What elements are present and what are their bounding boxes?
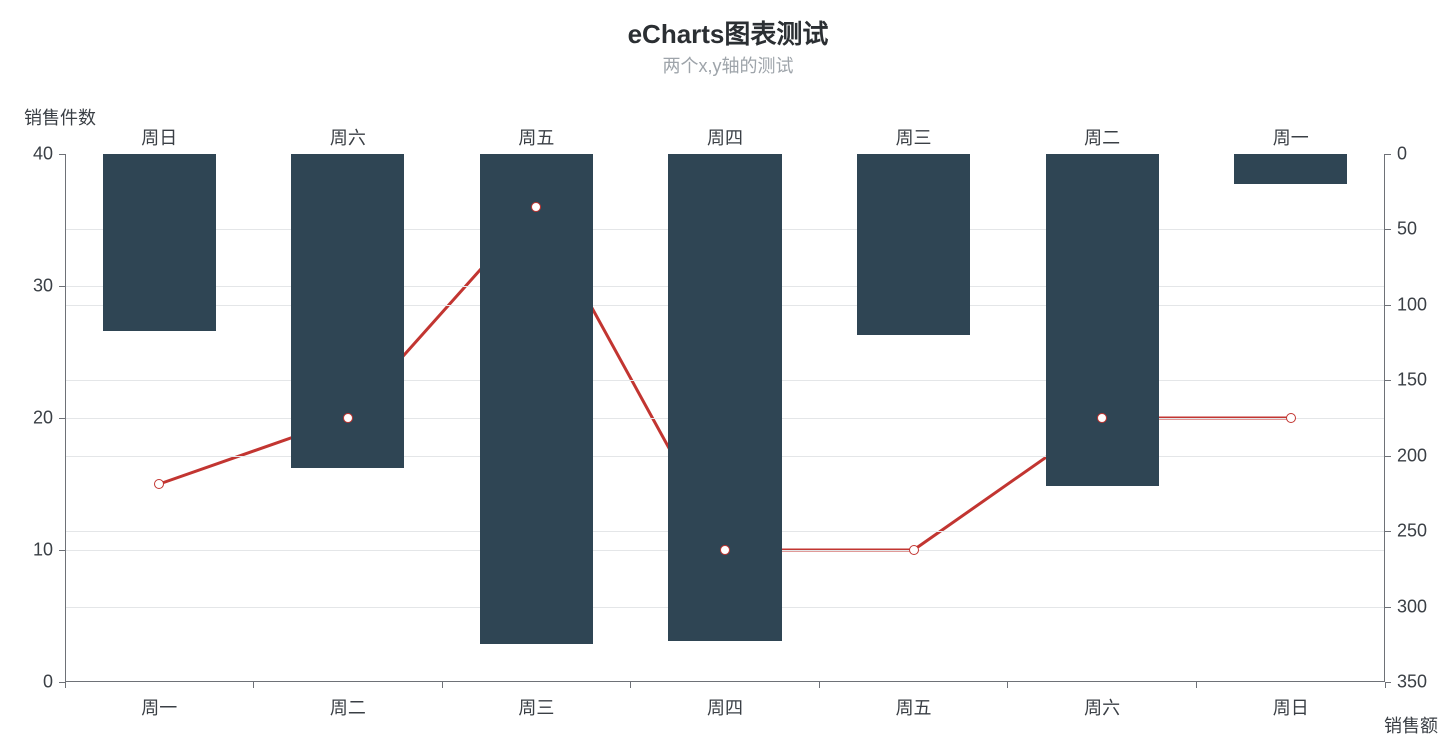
line-marker[interactable] <box>720 545 730 555</box>
bar[interactable] <box>1234 154 1347 184</box>
y-right-tick-label: 300 <box>1385 596 1427 617</box>
x-bottom-tick-label: 周三 <box>518 682 554 720</box>
line-marker[interactable] <box>1097 413 1107 423</box>
tick-mark <box>1385 380 1391 381</box>
x-top-tick-label: 周三 <box>896 124 932 154</box>
line-marker[interactable] <box>154 479 164 489</box>
y-axis-right-name: 销售额 <box>1384 712 1438 738</box>
tick-mark <box>59 286 65 287</box>
x-top-tick-label: 周日 <box>141 124 177 154</box>
tick-mark <box>1385 456 1391 457</box>
line-marker[interactable] <box>531 202 541 212</box>
bar[interactable] <box>1046 154 1159 486</box>
chart-subtitle: 两个x,y轴的测试 <box>0 52 1456 78</box>
x-bottom-tick-label: 周日 <box>1273 682 1309 720</box>
tick-mark <box>819 682 820 688</box>
chart-title: eCharts图表测试 <box>0 14 1456 51</box>
tick-mark <box>59 154 65 155</box>
tick-mark <box>1385 607 1391 608</box>
x-top-tick-label: 周二 <box>1084 124 1120 154</box>
tick-mark <box>253 682 254 688</box>
tick-mark <box>1196 682 1197 688</box>
y-right-tick-label: 150 <box>1385 370 1427 391</box>
bar[interactable] <box>103 154 216 331</box>
x-bottom-tick-label: 周五 <box>896 682 932 720</box>
bar[interactable] <box>480 154 593 644</box>
tick-mark <box>59 418 65 419</box>
x-top-tick-label: 周一 <box>1273 124 1309 154</box>
axis-line <box>65 154 66 682</box>
line-marker[interactable] <box>909 545 919 555</box>
tick-mark <box>1007 682 1008 688</box>
tick-mark <box>442 682 443 688</box>
line-marker[interactable] <box>343 413 353 423</box>
y-right-tick-label: 100 <box>1385 294 1427 315</box>
tick-mark <box>1385 305 1391 306</box>
tick-mark <box>1385 682 1391 683</box>
tick-mark <box>59 550 65 551</box>
chart-root: eCharts图表测试 两个x,y轴的测试 销售件数 销售额 010203040… <box>0 0 1456 746</box>
y-axis-left-name: 销售件数 <box>24 104 96 130</box>
tick-mark <box>1385 154 1391 155</box>
x-top-tick-label: 周四 <box>707 124 743 154</box>
x-top-tick-label: 周五 <box>518 124 554 154</box>
bar[interactable] <box>668 154 781 641</box>
y-right-tick-label: 200 <box>1385 445 1427 466</box>
bar[interactable] <box>857 154 970 335</box>
x-bottom-tick-label: 周六 <box>1084 682 1120 720</box>
x-bottom-tick-label: 周二 <box>330 682 366 720</box>
tick-mark <box>1385 229 1391 230</box>
y-right-tick-label: 350 <box>1385 672 1427 693</box>
line-marker[interactable] <box>1286 413 1296 423</box>
x-bottom-tick-label: 周四 <box>707 682 743 720</box>
tick-mark <box>1385 682 1386 688</box>
x-top-tick-label: 周六 <box>330 124 366 154</box>
x-bottom-tick-label: 周一 <box>141 682 177 720</box>
tick-mark <box>1385 531 1391 532</box>
plot-area: 010203040050100150200250300350周一周二周三周四周五… <box>65 154 1385 682</box>
tick-mark <box>630 682 631 688</box>
tick-mark <box>65 682 66 688</box>
y-right-tick-label: 250 <box>1385 521 1427 542</box>
